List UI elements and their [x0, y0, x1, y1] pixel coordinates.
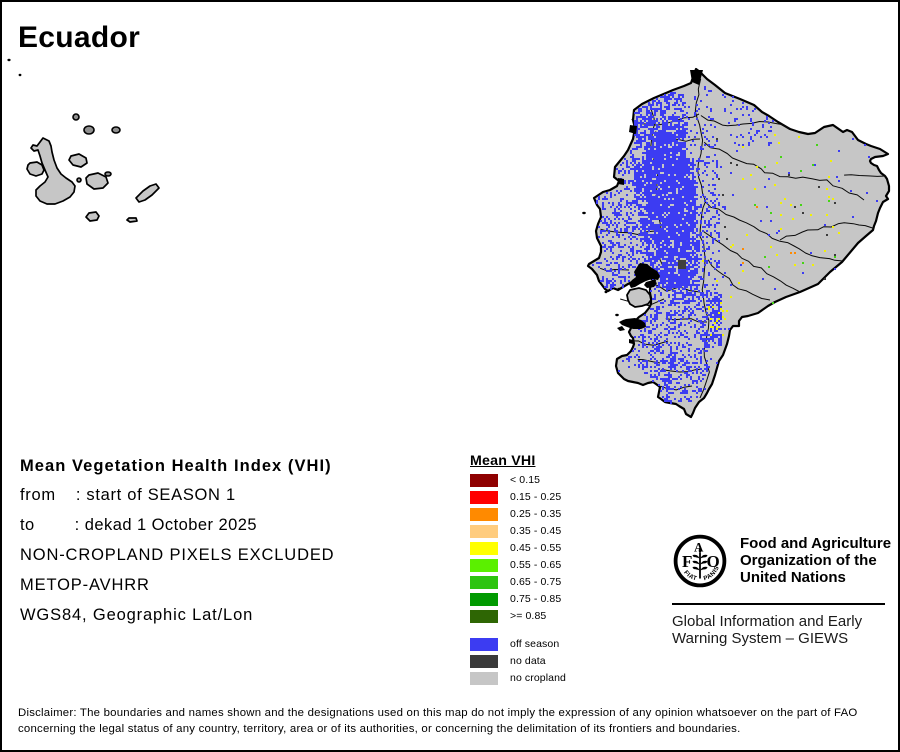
- svg-text:F: F: [682, 552, 692, 571]
- svg-text:A: A: [694, 540, 704, 555]
- svg-text:O: O: [707, 552, 720, 571]
